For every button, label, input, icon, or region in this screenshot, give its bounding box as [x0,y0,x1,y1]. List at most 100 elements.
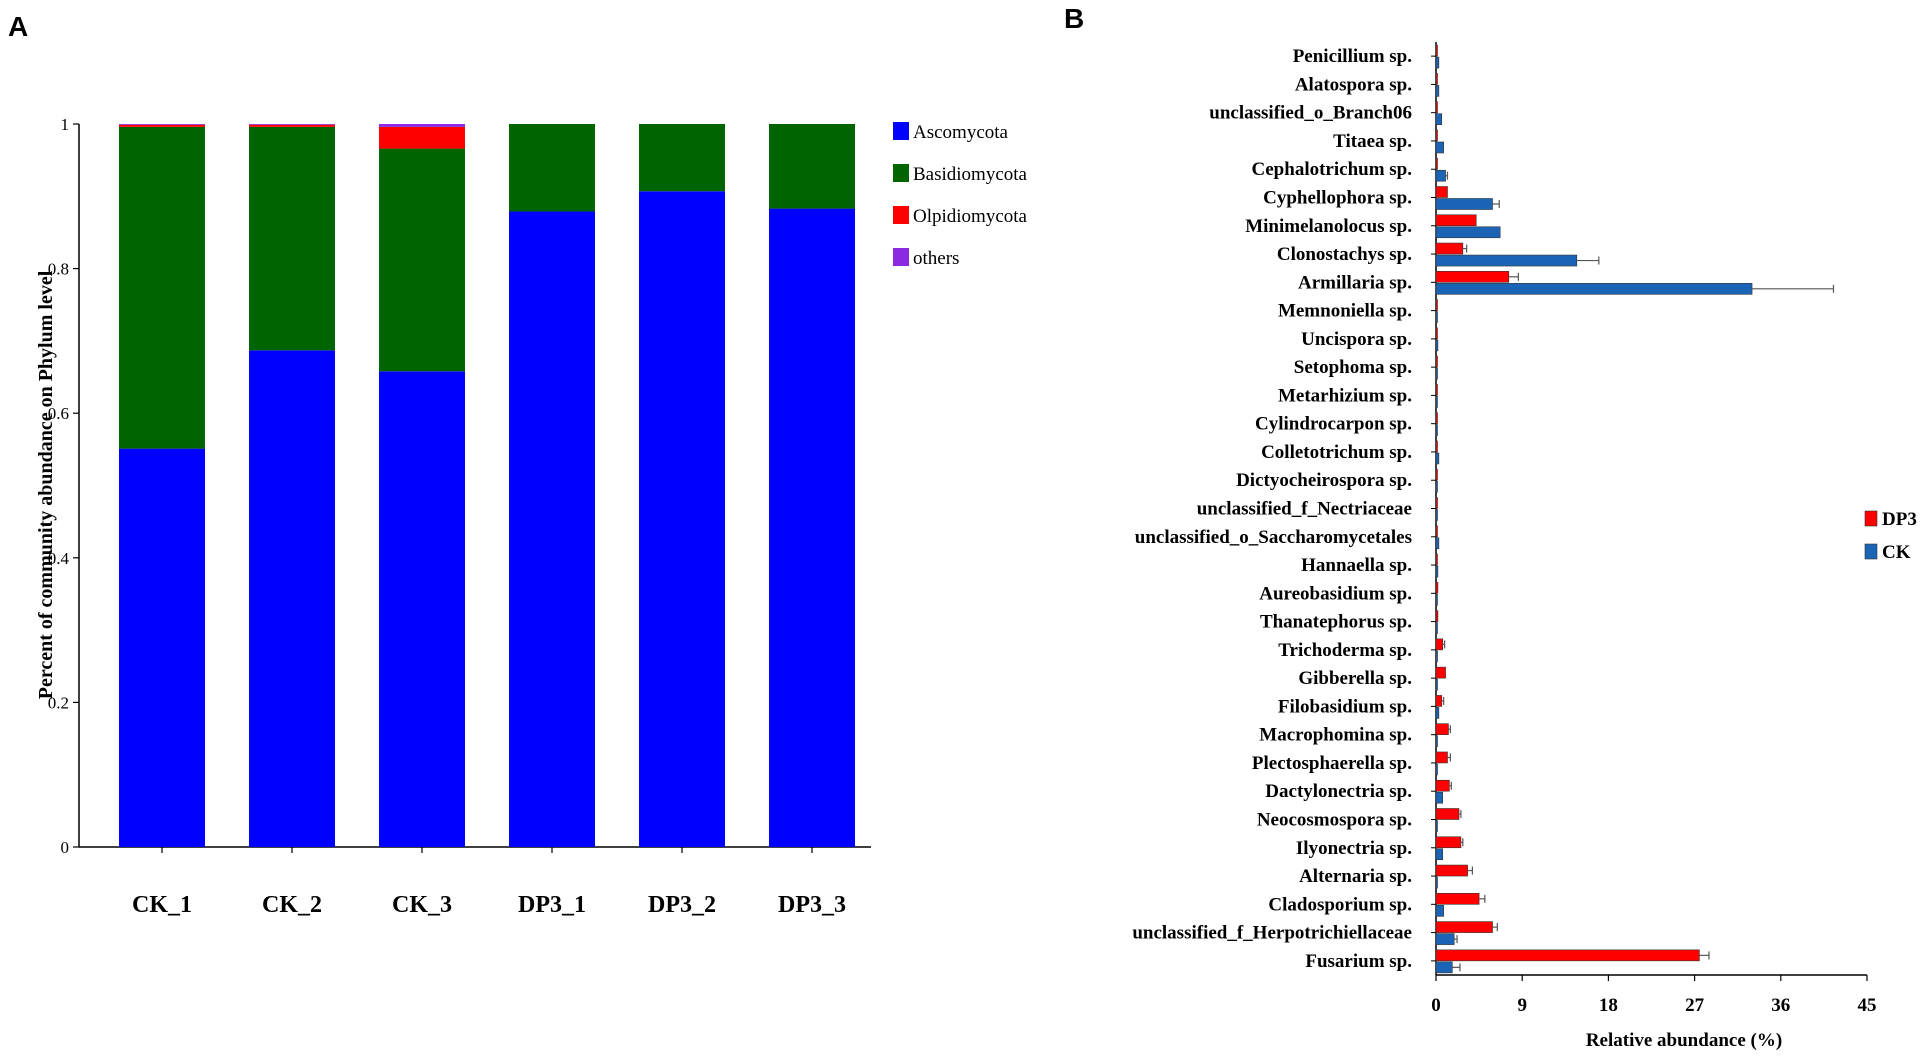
y-tick-label: Neocosmospora sp. [1257,810,1412,831]
y-tick-label: Dactylonectria sp. [1265,781,1412,802]
x-tick-label: DP3_3 [778,892,846,918]
bar-dp3 [1435,695,1443,707]
bar-ck [1435,509,1438,521]
y-tick-label: Setophoma sp. [1294,357,1412,378]
bar-dp3 [1435,582,1439,594]
bar-ck [1435,367,1438,380]
x-tick-label: 18 [1599,995,1618,1016]
bar-dp3 [1435,949,1700,962]
legend-swatch [893,248,909,266]
x-tick-label: CK_2 [262,892,322,918]
legend-label: CK [1882,542,1911,563]
bar-segment-basidiomycota [639,124,725,192]
tick-labels: 0 0.2 0.4 0.6 0.8 1 CK_1 CK_2 CK_3 DP3_1 DP3_2 DP3_… [48,115,846,918]
legend-label: Ascomycota [913,122,1009,143]
panel-b: B 0 9 18 27 36 45 Penicillium sp. Alatospora sp… [1064,3,1917,1051]
y-tick-label: Aureobasidium sp. [1259,583,1412,604]
bar-ck [1435,961,1453,974]
bar-segment-others [379,124,465,127]
bar-segment-ascomycota [639,191,725,847]
bar-ck [1435,820,1438,832]
bar-ck [1435,254,1578,267]
bar-dp3 [1435,468,1438,481]
bar-ck [1435,537,1440,550]
bar-dp3 [1435,497,1438,509]
bar-dp3 [1435,384,1438,396]
y-tick-label: Dictyocheirospora sp. [1236,470,1412,491]
bar-segment-olpidiomycota [119,124,205,127]
bar-segment-ascomycota [119,448,205,847]
bar-segment-basidiomycota [379,148,465,372]
bar-ck [1435,791,1444,804]
legend: Ascomycota Basidiomycota Olpidiomycota othe… [893,122,1028,269]
bar-ck [1435,85,1440,97]
bar-segment-basidiomycota [769,124,855,209]
x-tick-label: 9 [1517,995,1527,1016]
y-tick-label: unclassified_f_Nectriaceae [1197,499,1412,520]
bar-segment-basidiomycota [119,126,205,449]
y-tick-label: Fusarium sp. [1305,951,1412,972]
y-tick-label: Titaea sp. [1333,131,1412,152]
bar-ck [1435,452,1440,465]
y-tick-label: Cladosporium sp. [1268,894,1412,915]
bar-dp3 [1435,129,1438,142]
legend-swatch [893,164,909,182]
bar-segment-olpidiomycota [379,126,465,149]
bar-ck [1435,650,1438,663]
x-tick-label: CK_1 [132,892,192,918]
bar-dp3 [1435,525,1438,538]
bar-ck [1435,169,1446,182]
y-tick-label: Filobasidium sp. [1278,696,1412,717]
bar-ck [1435,56,1440,69]
bar-dp3 [1435,242,1464,255]
bar-segment-ascomycota [769,208,855,847]
bar-dp3 [1435,921,1493,933]
y-tick-label: unclassified_f_Herpotrichiellaceae [1132,923,1412,944]
bar-ck [1435,396,1438,408]
bar-segment-ascomycota [249,350,335,847]
bar-dp3 [1435,299,1438,311]
bar-dp3 [1435,808,1460,820]
bar-segment-others [249,124,335,125]
axes [1431,42,1868,981]
bar-segment-ascomycota [509,211,595,847]
bar-ck [1435,735,1438,747]
bar-segment-olpidiomycota [249,124,335,127]
bar-ck [1435,424,1438,436]
bar-dp3 [1435,157,1438,170]
bar-dp3 [1435,44,1438,57]
bar-dp3 [1435,553,1438,566]
bar-dp3 [1435,666,1446,679]
legend-label: Olpidiomycota [913,206,1028,227]
y-tick-label: 0.2 [48,693,69,712]
y-tick-label: Cephalotrichum sp. [1252,159,1412,180]
y-tick-label: Cylindrocarpon sp. [1255,414,1412,435]
y-tick-label: Cyphellophora sp. [1263,188,1412,209]
panel-a-label: A [8,11,28,42]
bar-ck [1435,905,1444,917]
y-tick-label: Alatospora sp. [1295,74,1412,95]
bar-dp3 [1435,751,1448,764]
bar-ck [1435,848,1444,861]
y-tick-label: Colletotrichum sp. [1261,442,1412,463]
bar-dp3 [1435,440,1438,453]
bar-dp3 [1435,271,1510,283]
axes [73,123,871,853]
y-tick-label: 0.6 [48,404,69,423]
bar-dp3 [1435,638,1444,651]
bar-dp3 [1435,327,1438,340]
panel-b-label: B [1064,3,1084,34]
bar-dp3 [1435,893,1480,905]
legend-label: Basidiomycota [913,164,1028,185]
x-tick-label: 27 [1685,995,1705,1016]
x-tick-label: DP3_1 [518,892,586,918]
bar-dp3 [1435,214,1477,227]
y-tick-label: Macrophomina sp. [1259,725,1412,746]
bar-ck [1435,707,1440,719]
legend-label: DP3 [1882,509,1917,530]
x-tick-label: 45 [1858,995,1877,1016]
stacked-bars [119,124,855,847]
bar-dp3 [1435,186,1448,198]
y-tick-label: 0 [61,838,70,857]
